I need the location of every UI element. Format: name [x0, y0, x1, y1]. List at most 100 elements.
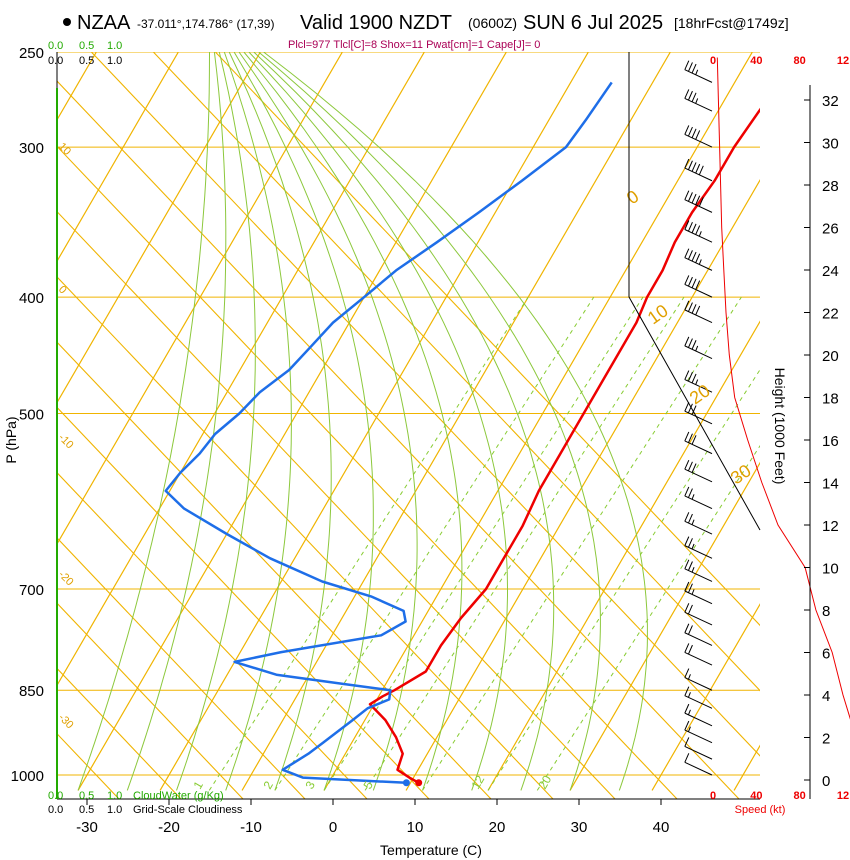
wind-barb-flag	[687, 604, 693, 615]
adiabat-line	[57, 667, 182, 799]
wind-barb-half-flag	[695, 379, 699, 385]
x-tick-label: -20	[158, 819, 180, 836]
wind-barb-flag	[684, 89, 690, 99]
mixing-ratio-line	[208, 296, 529, 791]
wind-barb-half-flag	[698, 259, 702, 265]
moist-adiabat-line	[248, 52, 508, 791]
dewpoint-line	[164, 81, 613, 785]
wind-barb-staff	[684, 695, 713, 709]
wind-barb-half-flag	[695, 69, 699, 75]
temperature-surface-dot	[415, 779, 423, 787]
wind-barb-flag	[691, 162, 697, 172]
moist-adiabat-line	[263, 52, 648, 791]
wind-barb-staff	[684, 167, 713, 182]
wind-barb-flag	[687, 62, 693, 72]
valid-date: SUN 6 Jul 2025	[523, 12, 663, 34]
station-coords: -37.011°,174.786° (17,39)	[137, 17, 274, 31]
wind-barb-flag	[684, 737, 690, 747]
wind-barb	[684, 401, 713, 425]
wind-barb-flag	[691, 304, 697, 314]
wind-barb-flag	[684, 753, 690, 763]
wind-barb-flag	[687, 583, 693, 593]
speed-tick-label-bottom: 0	[710, 790, 716, 802]
wind-barb	[684, 643, 713, 666]
adiabat-line	[57, 210, 616, 799]
height-tick-label: 10	[822, 561, 839, 578]
adiabat-line	[57, 145, 678, 799]
wind-barb-flag	[695, 253, 701, 263]
height-tick-label: 26	[822, 221, 839, 238]
height-tick-label: 12	[822, 518, 839, 535]
mixing-ratio-line	[323, 296, 644, 791]
wind-barb-flag	[687, 488, 693, 498]
isotherm-line	[487, 320, 760, 791]
wind-barb-flag	[687, 644, 693, 655]
wind-barb	[684, 536, 713, 559]
wind-barb-flag	[684, 125, 690, 135]
isotherm-line	[405, 178, 760, 791]
wind-barb	[684, 158, 713, 182]
wind-barb-flag	[691, 63, 697, 74]
mixing-ratio-label: 20	[535, 773, 554, 792]
wind-barb	[684, 623, 713, 646]
height-tick-label: 20	[822, 348, 839, 365]
moist-adiabat-line	[253, 52, 555, 791]
wind-barb-half-flag	[687, 674, 691, 680]
mixing-ratio-line	[274, 296, 595, 791]
adiabat-line	[214, 52, 760, 627]
wind-barb-flag	[698, 197, 704, 207]
wind-barb-flag	[684, 401, 690, 412]
wind-barb-flag	[691, 251, 697, 262]
wind-barb-staff	[684, 590, 713, 605]
wind-barb-staff	[684, 729, 713, 744]
wind-barb	[684, 60, 713, 83]
isotherm-line	[57, 52, 262, 404]
wind-barb-staff	[684, 520, 713, 535]
cc-scale-bot-1: 0.5	[79, 804, 94, 816]
wind-barb-flag	[687, 221, 693, 232]
wind-barb-flag	[687, 538, 693, 548]
cc-scale-top-0: 0.0	[48, 55, 63, 67]
wind-barb-staff	[684, 745, 713, 760]
pressure-tick-label: 850	[19, 683, 44, 700]
height-tick-label: 28	[822, 178, 839, 195]
wind-barb	[684, 459, 713, 483]
wind-barb-staff	[684, 568, 713, 582]
wind-barb-flag	[687, 90, 693, 101]
wind-barb-flag	[684, 703, 690, 714]
stability-indices: Plcl=977 Tlcl[C]=8 Shox=11 Pwat[cm]=1 Ca…	[288, 39, 540, 51]
wind-barb	[684, 125, 713, 148]
wind-barb-flag	[684, 603, 690, 613]
wind-barb-staff	[684, 677, 713, 691]
mixing-ratio-line	[487, 368, 760, 791]
wind-barb-half-flag	[691, 494, 695, 500]
temperature-line	[368, 107, 760, 784]
wind-barb-flag	[695, 225, 701, 235]
wind-barb	[684, 431, 713, 455]
pressure-tick-label: 700	[19, 582, 44, 599]
wind-barb-flag	[698, 165, 704, 176]
wind-barb-half-flag	[695, 345, 699, 352]
cw-scale-top-2: 1.0	[107, 40, 122, 52]
height-tick-label: 14	[822, 476, 839, 493]
wind-barb-half-flag	[691, 589, 695, 595]
wind-barb-flag	[684, 190, 690, 200]
pressure-tick-label: 300	[19, 140, 44, 157]
cc-scale-top-2: 1.0	[107, 55, 122, 67]
wind-barb-flag	[687, 192, 693, 202]
station-dot-icon	[63, 18, 71, 26]
cloudiness-label: Grid-Scale Cloudiness	[133, 804, 243, 816]
moist-adiabat-line	[258, 52, 601, 791]
cw-scale-bot-2: 1.0	[107, 790, 122, 802]
x-axis-title: Temperature (C)	[380, 842, 482, 858]
moist-adiabat-line	[243, 52, 463, 791]
station-name: NZAA	[77, 12, 131, 34]
x-tick-label: -30	[76, 819, 98, 836]
wind-barb-flag	[684, 559, 690, 570]
adiabat-line	[57, 80, 740, 799]
wind-barb	[684, 89, 713, 112]
valid-time: Valid 1900 NZDT	[300, 12, 452, 34]
pressure-tick-label: 1000	[11, 768, 44, 785]
wind-barb-flag	[691, 92, 697, 103]
isotherm-line	[77, 52, 508, 791]
